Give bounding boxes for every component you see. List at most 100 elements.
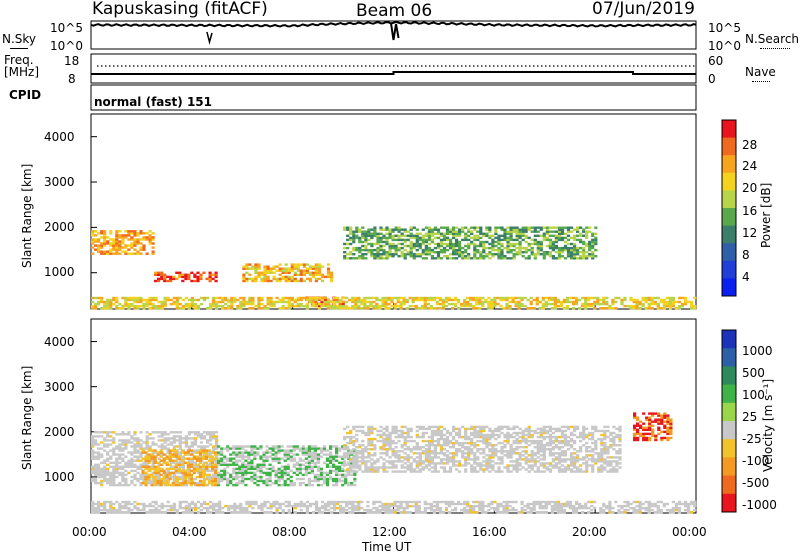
velocity-cell-1 — [147, 457, 151, 460]
velocity-cell-0 — [184, 437, 188, 440]
velocity-cell-0 — [172, 447, 176, 450]
velocity-cell-3 — [415, 456, 419, 459]
power-cell-5 — [133, 300, 137, 304]
velocity-cell-2 — [344, 469, 348, 473]
power-cell-5 — [432, 298, 436, 302]
velocity-cell-3 — [391, 470, 395, 473]
velocity-cb-tick-1000: 1000 — [742, 344, 773, 358]
power-cell-0 — [115, 234, 119, 237]
velocity-cell-3 — [494, 437, 498, 441]
power-cell-2 — [296, 265, 300, 268]
power-cell-0 — [91, 232, 95, 235]
velocity-cell-3 — [379, 452, 383, 455]
power-cell-2 — [281, 271, 285, 274]
velocity-cell-0 — [206, 475, 210, 479]
power-cell-5 — [593, 296, 597, 300]
velocity-cell-3 — [349, 450, 353, 453]
power-cell-4 — [361, 230, 365, 233]
power-cell-5 — [245, 300, 249, 304]
power-cell-5 — [602, 302, 606, 306]
power-cell-4 — [430, 234, 434, 237]
power-cell-4 — [376, 257, 380, 260]
velocity-cell-3 — [349, 452, 353, 455]
velocity-cell-1 — [144, 467, 148, 471]
velocity-cell-3 — [452, 464, 456, 467]
velocity-cell-4 — [639, 426, 643, 429]
velocity-cell-3 — [609, 456, 613, 459]
power-cell-4 — [418, 232, 422, 235]
velocity-cell-2 — [289, 455, 293, 458]
power-cell-5 — [514, 300, 518, 304]
velocity-cell-3 — [506, 456, 510, 459]
power-cell-5 — [429, 296, 433, 300]
velocity-cell-3 — [406, 448, 410, 451]
power-cell-4 — [412, 255, 416, 258]
velocity-cb-tick-m25: -25 — [742, 432, 762, 446]
velocity-cell-3 — [494, 470, 498, 473]
velocity-cell-3 — [585, 435, 589, 439]
velocity-cell-3 — [600, 468, 604, 471]
velocity-cell-3 — [382, 466, 386, 469]
power-cell-5 — [239, 300, 243, 304]
velocity-cell-3 — [418, 458, 422, 461]
velocity-cell-0 — [181, 479, 185, 483]
velocity-cell-4 — [642, 438, 646, 442]
power-cell-5 — [206, 307, 210, 310]
power-cell-5 — [124, 304, 128, 308]
velocity-cell-0 — [136, 459, 140, 462]
velocity-cell-2 — [338, 477, 342, 481]
power-cell-4 — [436, 232, 441, 235]
velocity-cell-2 — [280, 445, 284, 448]
velocity-cell-3 — [430, 439, 434, 443]
power-cell-5 — [284, 296, 288, 300]
power-cell-4 — [397, 230, 401, 233]
velocity-cell-0 — [148, 479, 152, 483]
velocity-cell-2 — [274, 475, 278, 479]
power-cell-5 — [218, 300, 222, 304]
power-cell-4 — [482, 251, 486, 254]
velocity-cell-0 — [142, 479, 146, 483]
velocity-cell-3 — [382, 427, 386, 431]
power-cell-4 — [379, 228, 383, 231]
power-cell-0 — [151, 242, 155, 245]
velocity-cell-2 — [319, 475, 324, 479]
velocity-cell-3 — [382, 437, 386, 441]
velocity-cell-0 — [169, 441, 173, 444]
velocity-cell-3 — [433, 431, 437, 435]
power-cell-0 — [151, 236, 155, 239]
power-cell-5 — [463, 304, 467, 308]
velocity-cell-0 — [145, 439, 149, 442]
power-cell-4 — [521, 228, 525, 231]
power-cell-5 — [360, 298, 364, 302]
velocity-cell-2 — [262, 455, 266, 458]
velocity-cell-4 — [666, 418, 670, 421]
power-cell-4 — [554, 230, 558, 233]
power-cell-0 — [148, 234, 152, 237]
velocity-cell-2 — [286, 445, 290, 448]
power-cell-2 — [281, 267, 285, 270]
power-cell-0 — [118, 244, 122, 247]
power-cell-2 — [287, 279, 291, 283]
velocity-cell-3 — [455, 433, 459, 437]
velocity-cell-3 — [488, 464, 492, 467]
power-cell-5 — [381, 298, 385, 302]
velocity-cell-3 — [439, 460, 444, 463]
velocity-cell-0 — [127, 439, 131, 442]
power-cell-4 — [442, 236, 447, 240]
power-cell-5 — [142, 298, 146, 302]
velocity-cell-0 — [136, 445, 140, 448]
velocity-cell-3 — [379, 439, 383, 443]
power-cell-5 — [145, 304, 149, 308]
velocity-cell-2 — [262, 481, 266, 485]
cpid-label: CPID — [9, 88, 42, 102]
power-cell-5 — [547, 302, 551, 306]
velocity-cell-3 — [557, 468, 562, 471]
power-cell-4 — [424, 253, 428, 256]
velocity-cell-2 — [223, 471, 227, 475]
velocity-cell-3 — [527, 466, 531, 469]
power-cell-0 — [103, 242, 107, 245]
power-cell-4 — [551, 240, 555, 244]
velocity-cell-0 — [103, 467, 107, 471]
velocity-cell-3 — [352, 435, 356, 439]
power-cell-5 — [644, 296, 648, 300]
